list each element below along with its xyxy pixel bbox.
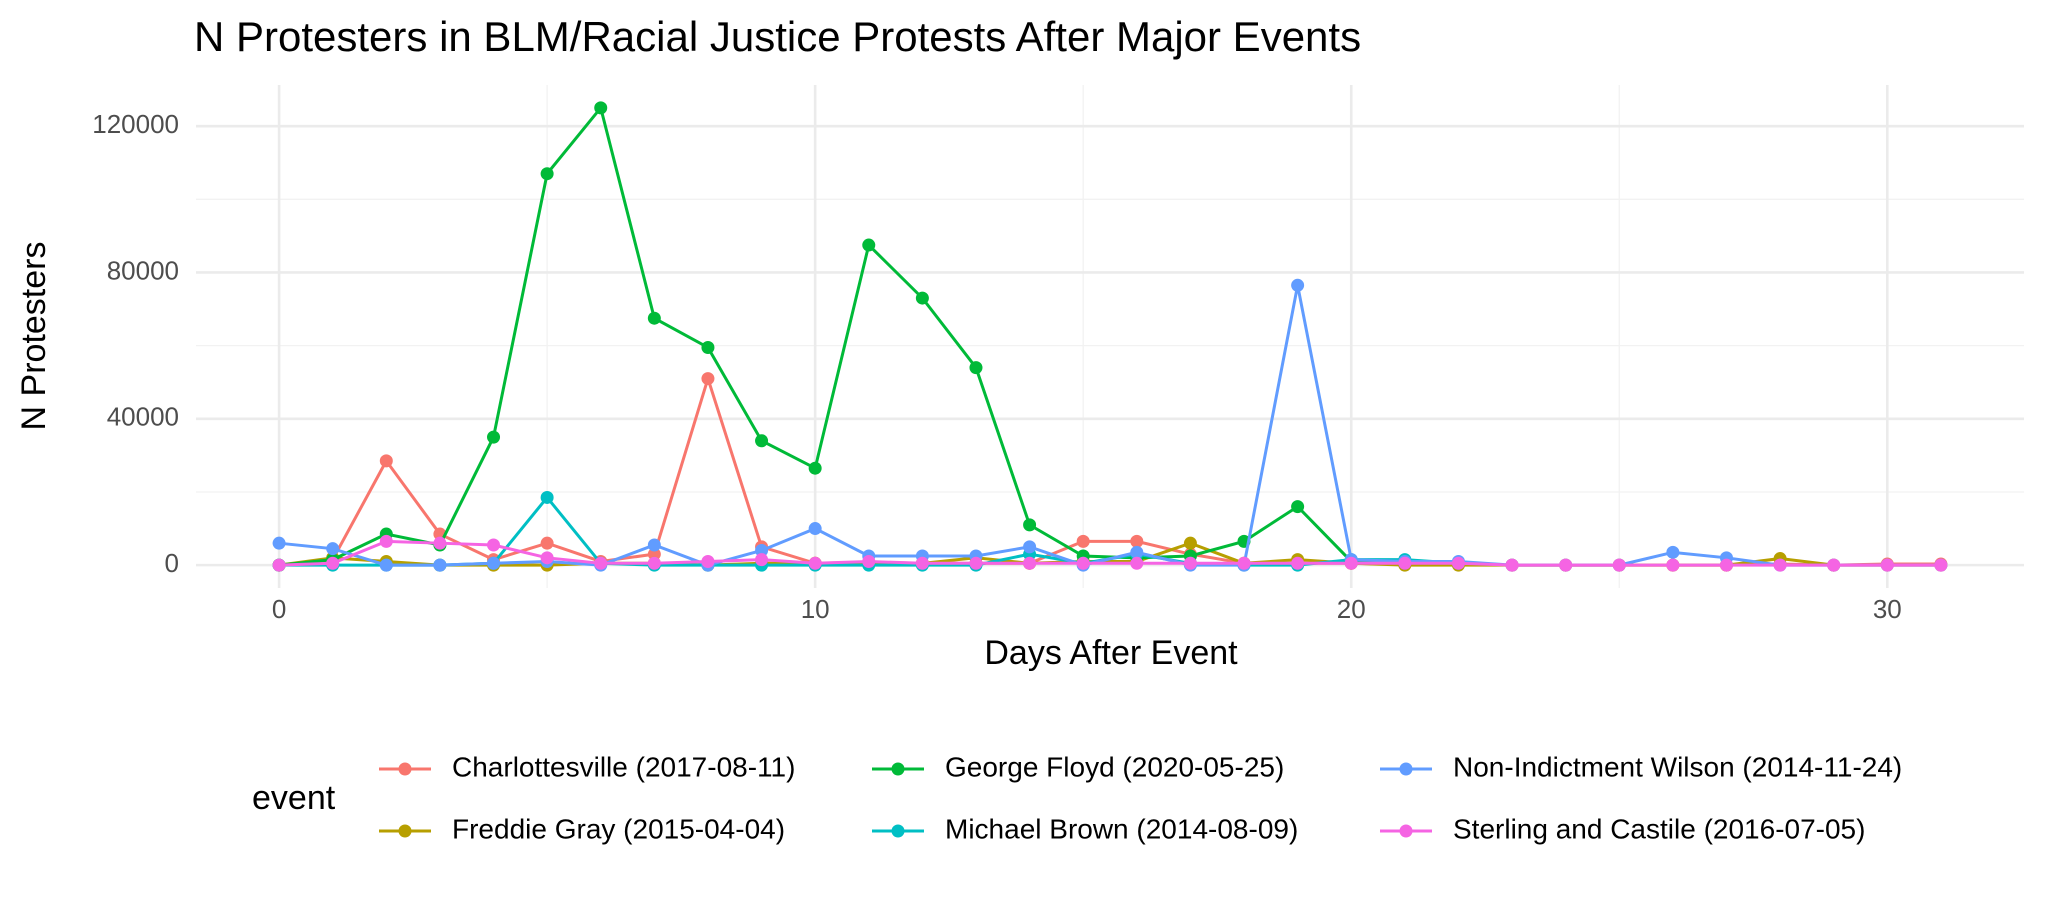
data-point — [1023, 540, 1037, 554]
legend-label: Charlottesville (2017-08-11) — [452, 751, 795, 782]
data-point — [433, 558, 447, 572]
data-point — [1291, 556, 1305, 570]
data-point — [1398, 556, 1412, 570]
data-point — [1666, 545, 1680, 559]
y-tick-label: 120000 — [92, 109, 179, 139]
x-tick-label: 20 — [1337, 594, 1366, 624]
data-point — [915, 291, 929, 305]
data-point — [755, 434, 769, 448]
legend-key-point — [1399, 762, 1413, 776]
data-point — [379, 454, 393, 468]
data-point — [647, 547, 661, 561]
data-point — [272, 536, 286, 550]
data-point — [1344, 556, 1358, 570]
data-point — [594, 556, 608, 570]
data-point — [1666, 558, 1680, 572]
legend-label: Non-Indictment Wilson (2014-11-24) — [1453, 751, 1902, 782]
x-tick-label: 10 — [801, 594, 830, 624]
data-point — [808, 461, 822, 475]
legend-key-point — [891, 762, 905, 776]
data-point — [701, 554, 715, 568]
data-point — [1076, 556, 1090, 570]
x-tick-label: 30 — [1873, 594, 1902, 624]
data-point — [1505, 558, 1519, 572]
data-point — [755, 553, 769, 567]
data-point — [701, 340, 715, 354]
data-point — [755, 544, 769, 558]
data-point — [1291, 500, 1305, 514]
data-point — [1880, 558, 1894, 572]
data-point — [647, 556, 661, 570]
chart-title: N Protesters in BLM/Racial Justice Prote… — [194, 13, 1361, 60]
data-point — [808, 556, 822, 570]
data-point — [1130, 545, 1144, 559]
data-point — [433, 536, 447, 550]
legend-key-point — [398, 824, 412, 838]
data-point — [1291, 278, 1305, 292]
data-point — [862, 554, 876, 568]
data-point — [1559, 558, 1573, 572]
data-point — [1719, 558, 1733, 572]
data-point — [540, 536, 554, 550]
legend-title: event — [252, 779, 336, 817]
data-point — [647, 538, 661, 552]
data-point — [1183, 556, 1197, 570]
data-point — [808, 522, 822, 536]
data-point — [487, 430, 501, 444]
series-line — [278, 104, 1405, 567]
data-point — [487, 538, 501, 552]
data-point — [1934, 558, 1948, 572]
x-tick-label: 0 — [272, 594, 286, 624]
legend-label: George Floyd (2020-05-25) — [945, 751, 1284, 782]
data-point — [862, 238, 876, 252]
data-point — [1612, 558, 1626, 572]
data-point — [1023, 518, 1037, 532]
data-point — [1773, 558, 1787, 572]
series-line — [278, 284, 1941, 567]
data-point — [1076, 534, 1090, 548]
data-point — [701, 372, 715, 386]
data-point — [594, 101, 608, 115]
legend-key-point — [398, 762, 412, 776]
data-point — [540, 490, 554, 504]
data-point — [540, 167, 554, 181]
data-point — [1237, 556, 1251, 570]
y-tick-label: 80000 — [107, 255, 179, 285]
data-point — [487, 556, 501, 570]
data-point — [540, 551, 554, 565]
data-point — [379, 558, 393, 572]
series-line — [278, 373, 1941, 567]
legend-key-point — [1399, 824, 1413, 838]
data-point — [969, 556, 983, 570]
data-point — [1130, 556, 1144, 570]
data-point — [915, 556, 929, 570]
y-tick-label: 0 — [165, 548, 179, 578]
data-point — [1023, 556, 1037, 570]
series-line — [279, 539, 1941, 567]
data-point — [969, 361, 983, 375]
data-point — [326, 542, 340, 556]
y-tick-label: 40000 — [107, 402, 179, 432]
data-point — [1183, 536, 1197, 550]
y-axis-title: N Protesters — [15, 242, 53, 431]
data-point — [647, 311, 661, 325]
data-point — [1451, 556, 1465, 570]
data-point — [379, 534, 393, 548]
legend-key-point — [891, 824, 905, 838]
legend-label: Freddie Gray (2015-04-04) — [452, 813, 785, 844]
data-point — [1827, 558, 1841, 572]
x-axis-title: Days After Event — [984, 634, 1238, 672]
legend-label: Sterling and Castile (2016-07-05) — [1453, 813, 1865, 844]
data-point — [1130, 534, 1144, 548]
legend-label: Michael Brown (2014-08-09) — [945, 813, 1298, 844]
data-point — [272, 558, 286, 572]
data-point — [326, 556, 340, 570]
